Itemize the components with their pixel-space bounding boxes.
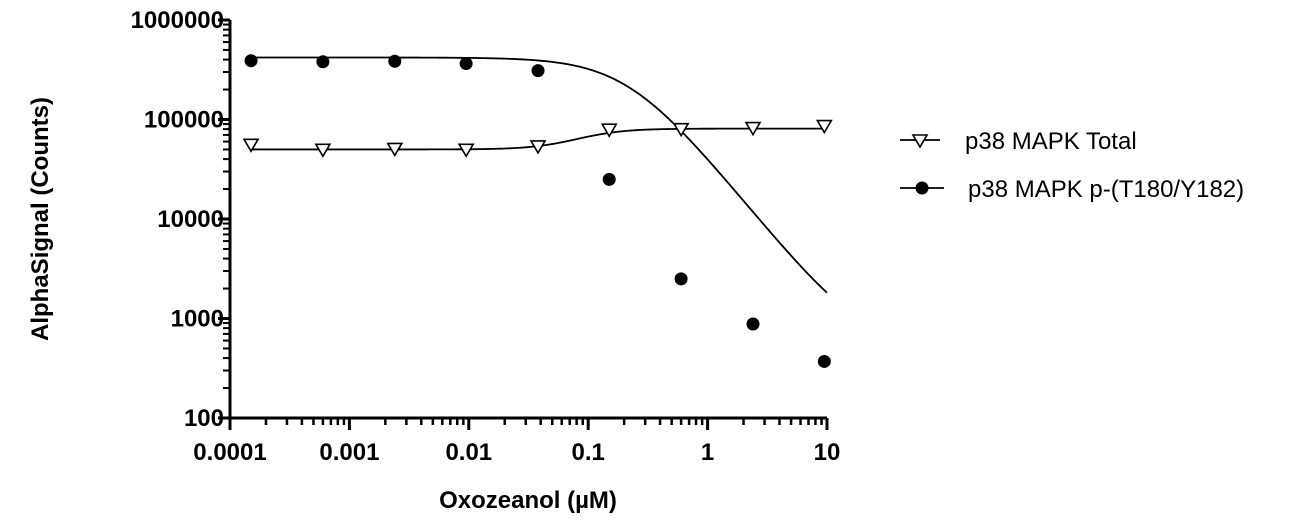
data-point-total xyxy=(815,119,833,135)
data-point-phospho xyxy=(244,54,258,68)
axis-ticks: 0.0001 0.001 0.01 0.1 1 10 100 1000 10000 100000 1… xyxy=(131,7,841,466)
x-tick-label: 0.1 xyxy=(572,439,605,466)
y-tick-label: 100 xyxy=(184,405,224,432)
data-point-total xyxy=(744,121,762,137)
legend-marker-phospho xyxy=(915,181,929,195)
x-tick-label: 0.01 xyxy=(445,439,492,466)
data-point-phospho xyxy=(531,64,545,78)
legend-marker-total xyxy=(911,134,929,149)
fit-curves xyxy=(251,56,828,294)
data-point-phospho xyxy=(817,354,831,368)
legend-label-total: p38 MAPK Total xyxy=(965,128,1137,155)
x-tick-label: 10 xyxy=(814,439,841,466)
legend-item-phospho: p38 MAPK p-(T180/Y182) xyxy=(900,176,1244,203)
y-tick-label: 100000 xyxy=(144,107,224,134)
y-axis-title: AlphaSignal (Counts) xyxy=(27,97,54,341)
x-tick-label: 1 xyxy=(701,439,714,466)
legend-label-phospho: p38 MAPK p-(T180/Y182) xyxy=(968,176,1244,203)
data-point-total xyxy=(242,138,260,153)
data-point-total xyxy=(386,142,404,158)
data-points xyxy=(242,54,833,368)
data-point-phospho xyxy=(316,55,330,69)
x-tick-label: 0.001 xyxy=(319,439,379,466)
x-tick-label: 0.0001 xyxy=(193,439,266,466)
data-point-total xyxy=(529,140,547,155)
x-axis-title: Oxozeanol (µM) xyxy=(439,487,617,514)
data-point-phospho xyxy=(388,54,402,68)
fit-curve-series-1 xyxy=(251,56,828,294)
legend: p38 MAPK Total p38 MAPK p-(T180/Y182) xyxy=(900,128,1244,203)
data-point-total xyxy=(314,143,332,158)
data-point-total xyxy=(600,123,618,138)
y-tick-label: 1000000 xyxy=(131,7,224,34)
y-tick-label: 10000 xyxy=(157,206,224,233)
legend-item-total: p38 MAPK Total xyxy=(900,128,1137,155)
data-point-phospho xyxy=(674,272,688,286)
data-point-phospho xyxy=(602,172,616,186)
data-point-total xyxy=(672,122,690,138)
y-tick-label: 1000 xyxy=(171,306,224,333)
data-point-phospho xyxy=(459,57,473,71)
data-point-phospho xyxy=(746,317,760,331)
data-point-total xyxy=(457,143,475,158)
